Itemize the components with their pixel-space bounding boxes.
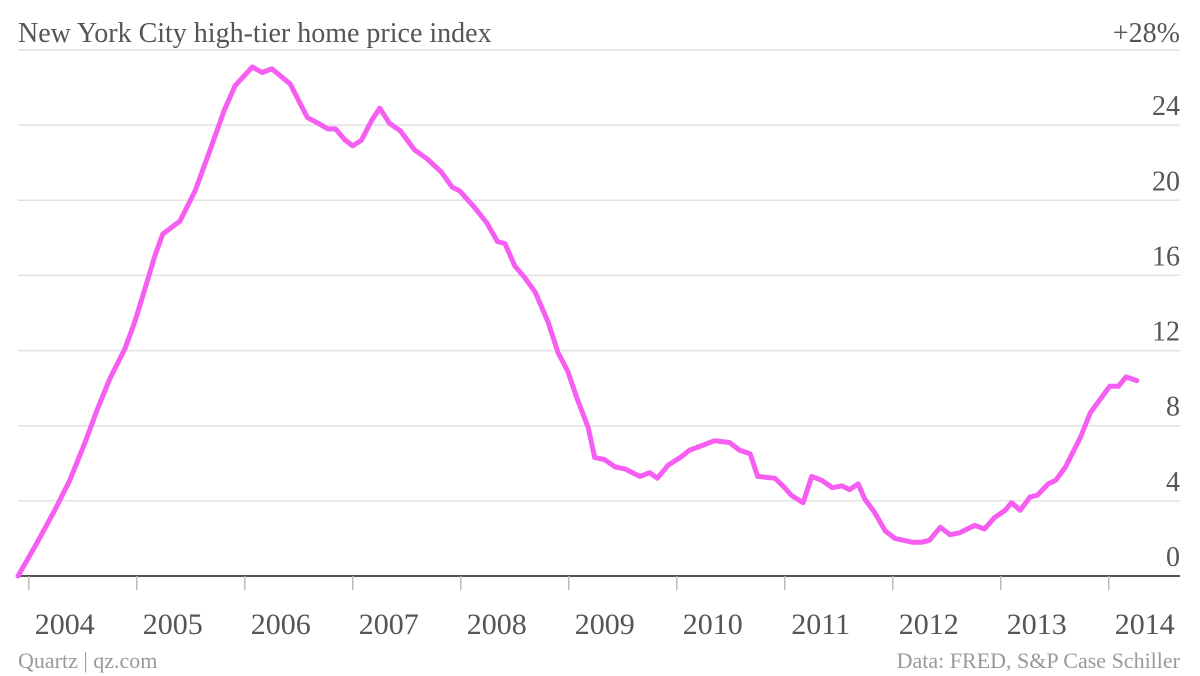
- x-tick-label: 2011: [791, 608, 850, 641]
- y-tick-label: 16: [1152, 241, 1180, 272]
- x-tick-label: 2008: [467, 608, 527, 641]
- x-tick-label: 2009: [575, 608, 635, 641]
- y-tick-label: +28%: [1113, 18, 1180, 49]
- chart-title: New York City high-tier home price index: [18, 18, 492, 49]
- x-tick-label: 2004: [35, 608, 95, 641]
- y-tick-label: 24: [1152, 91, 1180, 122]
- x-tick-label: 2006: [251, 608, 311, 641]
- x-tick-label: 2012: [899, 608, 959, 641]
- x-tick-label: 2014: [1115, 608, 1175, 641]
- data-line: [15, 64, 1140, 579]
- credit: Quartz | qz.com: [18, 648, 157, 673]
- x-tick-label: 2013: [1007, 608, 1067, 641]
- x-tick-label: 2010: [683, 608, 743, 641]
- y-tick-label: 20: [1152, 166, 1180, 197]
- y-tick-label: 4: [1166, 467, 1180, 498]
- y-tick-label: 8: [1166, 392, 1180, 423]
- y-tick-label: 12: [1152, 317, 1180, 348]
- y-tick-label: 0: [1166, 542, 1180, 573]
- x-tick-label: 2007: [359, 608, 419, 641]
- x-tick-label: 2005: [143, 608, 203, 641]
- source: Data: FRED, S&P Case Schiller: [897, 648, 1181, 673]
